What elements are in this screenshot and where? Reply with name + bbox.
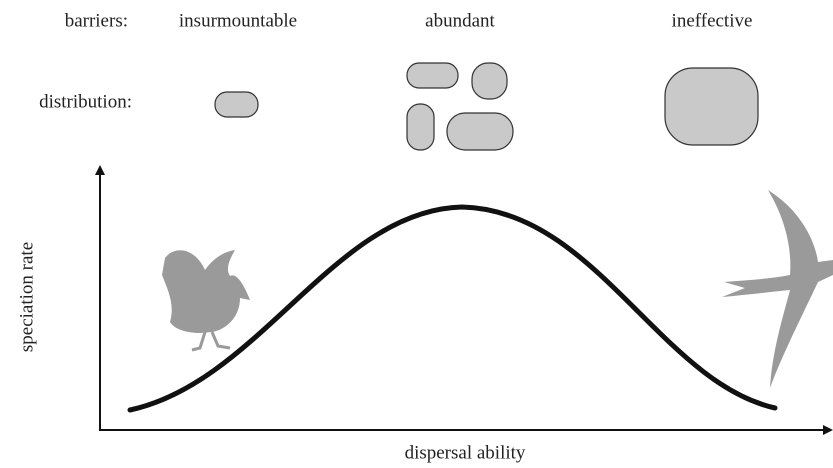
distribution-label: distribution: bbox=[39, 91, 132, 112]
wren-silhouette bbox=[162, 250, 250, 352]
range-blob bbox=[471, 62, 508, 100]
range-blob bbox=[214, 91, 259, 118]
range-blob bbox=[664, 67, 759, 146]
swift-silhouette bbox=[722, 190, 833, 388]
x-axis-label: dispersal ability bbox=[405, 442, 526, 463]
range-blob bbox=[406, 62, 459, 89]
range-blob bbox=[446, 112, 514, 151]
barrier-type: ineffective bbox=[672, 10, 753, 31]
y-axis-label: speciation rate bbox=[16, 242, 37, 352]
range-blob bbox=[406, 103, 435, 151]
barriers-label: barriers: bbox=[65, 10, 128, 31]
curve bbox=[127, 204, 778, 413]
barrier-type: insurmountable bbox=[179, 10, 297, 31]
barrier-type: abundant bbox=[425, 10, 495, 31]
